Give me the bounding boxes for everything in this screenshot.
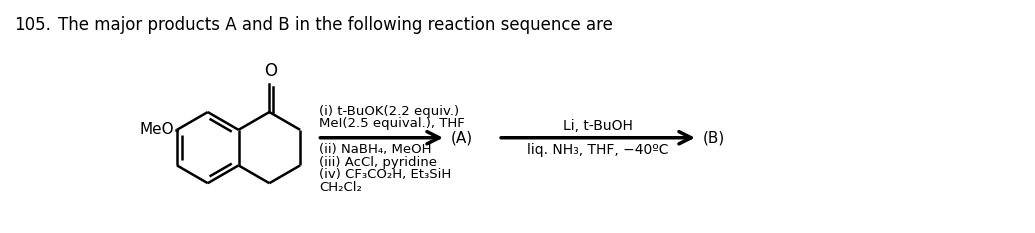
Text: liq. NH₃, THF, −40ºC: liq. NH₃, THF, −40ºC (527, 143, 669, 157)
Text: (iii) AcCl, pyridine: (iii) AcCl, pyridine (320, 156, 438, 168)
Text: (A): (A) (451, 130, 473, 145)
Text: (ii) NaBH₄, MeOH: (ii) NaBH₄, MeOH (320, 143, 432, 156)
Text: (B): (B) (703, 130, 724, 145)
Text: 105.: 105. (14, 16, 51, 34)
Text: MeI(2.5 equival.), THF: MeI(2.5 equival.), THF (320, 117, 465, 130)
Text: (iv) CF₃CO₂H, Et₃SiH: (iv) CF₃CO₂H, Et₃SiH (320, 168, 451, 181)
Text: O: O (264, 62, 276, 80)
Text: MeO: MeO (140, 122, 174, 137)
Text: Li, t-BuOH: Li, t-BuOH (563, 119, 633, 133)
Text: The major products A and B in the following reaction sequence are: The major products A and B in the follow… (58, 16, 613, 34)
Text: (i) t-BuOK(2.2 equiv.): (i) t-BuOK(2.2 equiv.) (320, 105, 460, 118)
Text: CH₂Cl₂: CH₂Cl₂ (320, 181, 362, 194)
